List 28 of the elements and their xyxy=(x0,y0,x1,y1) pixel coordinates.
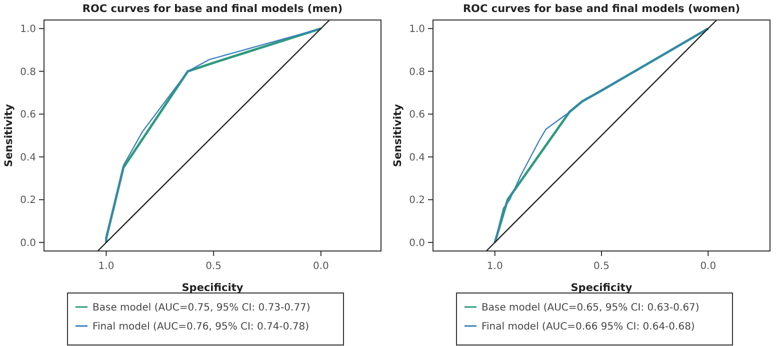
legend-label: Base model (AUC=0.75, 95% CI: 0.73-0.77) xyxy=(92,302,310,314)
legend-label: Final model (AUC=0.76, 95% CI: 0.74-0.78) xyxy=(92,322,310,332)
y-tick-label: 0.2 xyxy=(20,195,36,206)
x-tick-label: 0.0 xyxy=(700,261,716,272)
x-tick-label: 1.0 xyxy=(98,261,114,272)
y-tick-label: 1.0 xyxy=(409,24,425,36)
y-tick-label: 0.4 xyxy=(20,152,36,164)
y-axis-title: Sensitivity xyxy=(3,104,15,167)
y-tick-label: 0.0 xyxy=(20,238,36,249)
y-tick-label: 0.0 xyxy=(409,238,425,249)
x-axis-title: Specificity xyxy=(182,282,244,294)
y-tick-label: 0.4 xyxy=(409,152,425,164)
y-tick-label: 1.0 xyxy=(20,24,36,36)
y-tick-label: 0.6 xyxy=(409,110,425,121)
y-tick-label: 0.8 xyxy=(20,66,36,78)
x-tick-label: 0.5 xyxy=(206,261,222,272)
chart-title: ROC curves for base and final models (women) xyxy=(462,3,740,15)
legend-label: Base model (AUC=0.65, 95% CI: 0.63-0.67) xyxy=(482,302,700,314)
y-tick-label: 0.2 xyxy=(409,195,425,206)
x-tick-label: 0.0 xyxy=(312,261,329,272)
x-tick-label: 1.0 xyxy=(486,261,503,272)
x-axis-title: Specificity xyxy=(570,282,632,294)
y-tick-label: 0.6 xyxy=(20,110,36,121)
y-axis-title: Sensitivity xyxy=(392,104,404,167)
y-tick-label: 0.8 xyxy=(409,66,425,78)
chart-title: ROC curves for base and final models (men) xyxy=(82,3,343,15)
legend-label: Final model (AUC=0.66 95% CI: 0.64-0.68) xyxy=(482,322,695,332)
x-tick-label: 0.5 xyxy=(594,261,610,272)
